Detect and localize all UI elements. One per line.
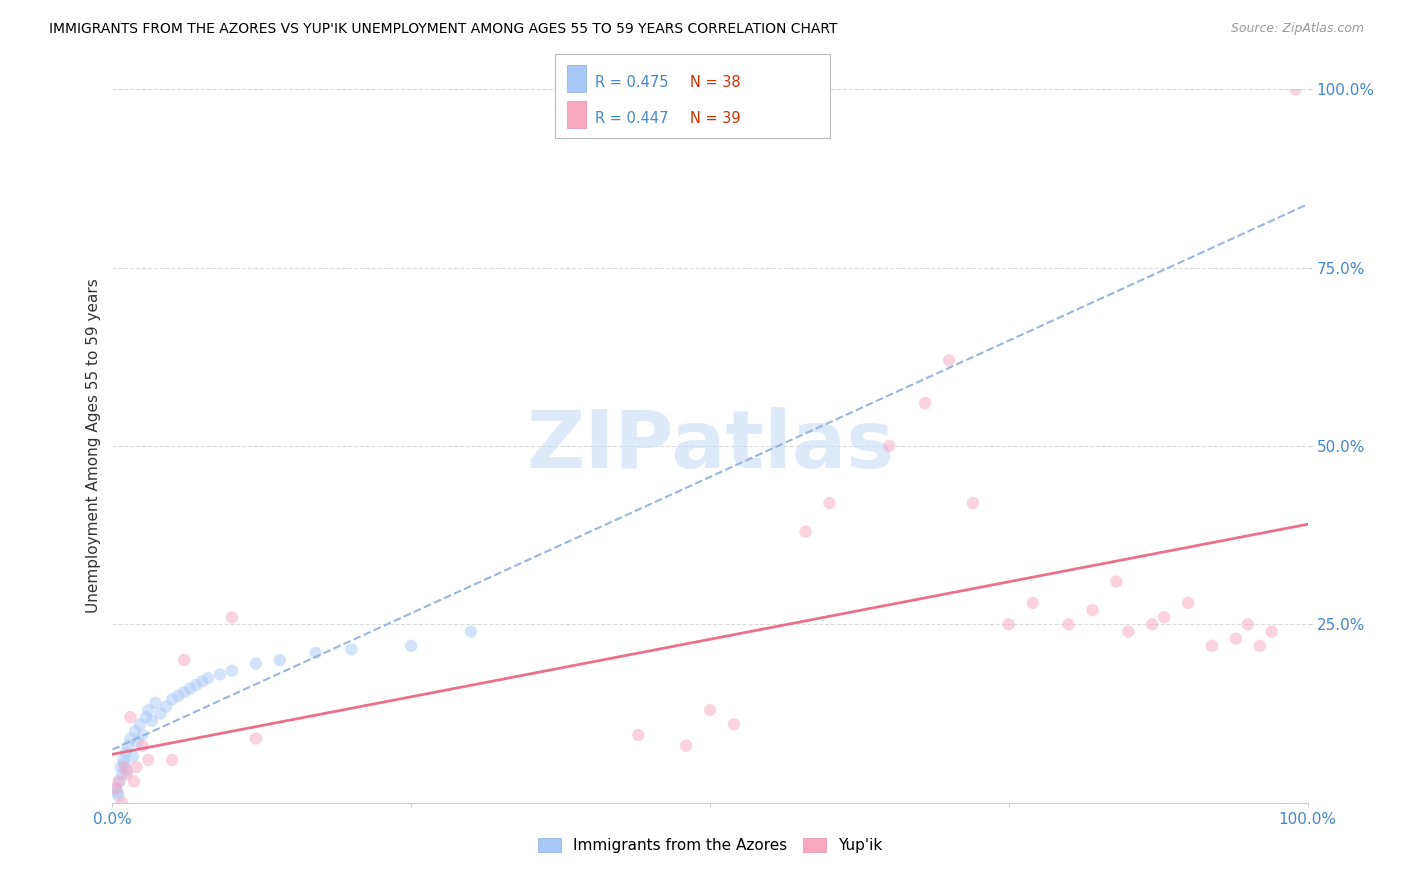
Point xyxy=(145,696,167,710)
Point xyxy=(124,724,146,739)
Point xyxy=(138,753,160,767)
Point xyxy=(209,667,232,681)
Point xyxy=(121,749,143,764)
Point xyxy=(699,703,721,717)
Point xyxy=(1249,639,1271,653)
Point xyxy=(460,624,482,639)
Text: R = 0.475: R = 0.475 xyxy=(595,75,668,90)
Point xyxy=(1285,82,1308,96)
Point xyxy=(105,781,128,796)
Point xyxy=(105,785,128,799)
Point xyxy=(120,710,142,724)
Point xyxy=(1261,624,1284,639)
Point xyxy=(179,681,201,696)
Point xyxy=(107,774,129,789)
Point xyxy=(221,664,243,678)
Point xyxy=(1201,639,1223,653)
Point xyxy=(173,685,195,699)
Point xyxy=(141,714,163,728)
Point xyxy=(627,728,650,742)
Point xyxy=(129,717,152,731)
Point xyxy=(162,753,183,767)
Text: Source: ZipAtlas.com: Source: ZipAtlas.com xyxy=(1230,22,1364,36)
Point xyxy=(107,789,129,803)
Point xyxy=(186,678,208,692)
Point xyxy=(1081,603,1104,617)
Point xyxy=(191,674,214,689)
Point xyxy=(794,524,817,539)
Point xyxy=(1142,617,1164,632)
Point xyxy=(1105,574,1128,589)
Point xyxy=(340,642,363,657)
Point xyxy=(269,653,291,667)
Point xyxy=(111,796,134,810)
Point xyxy=(111,767,134,781)
Point xyxy=(962,496,984,510)
Point xyxy=(114,756,135,771)
Point xyxy=(138,703,160,717)
Text: N = 39: N = 39 xyxy=(690,111,741,126)
Point xyxy=(675,739,697,753)
Point xyxy=(167,689,190,703)
Point xyxy=(173,653,195,667)
Text: IMMIGRANTS FROM THE AZORES VS YUP'IK UNEMPLOYMENT AMONG AGES 55 TO 59 YEARS CORR: IMMIGRANTS FROM THE AZORES VS YUP'IK UNE… xyxy=(49,22,838,37)
Point xyxy=(1022,596,1045,610)
Point xyxy=(114,746,136,760)
Point xyxy=(938,353,960,368)
Point xyxy=(245,657,267,671)
Point xyxy=(105,781,128,796)
Point xyxy=(221,610,243,624)
Point xyxy=(197,671,219,685)
Point xyxy=(1118,624,1140,639)
Point xyxy=(818,496,841,510)
Text: R = 0.447: R = 0.447 xyxy=(595,111,668,126)
Point xyxy=(122,774,145,789)
Text: ZIPatlas: ZIPatlas xyxy=(526,407,894,485)
Point xyxy=(131,728,153,742)
Point xyxy=(305,646,328,660)
Point xyxy=(1177,596,1199,610)
Y-axis label: Unemployment Among Ages 55 to 59 years: Unemployment Among Ages 55 to 59 years xyxy=(86,278,101,614)
Text: N = 38: N = 38 xyxy=(690,75,741,90)
Point xyxy=(155,699,177,714)
Point xyxy=(245,731,267,746)
Point xyxy=(162,692,183,706)
Point xyxy=(879,439,901,453)
Point xyxy=(998,617,1021,632)
Point xyxy=(108,774,131,789)
Point xyxy=(131,739,153,753)
Legend: Immigrants from the Azores, Yup'ik: Immigrants from the Azores, Yup'ik xyxy=(531,832,889,859)
Point xyxy=(723,717,745,731)
Point xyxy=(149,706,172,721)
Point xyxy=(1237,617,1260,632)
Point xyxy=(120,731,142,746)
Point xyxy=(117,739,139,753)
Point xyxy=(1057,617,1080,632)
Point xyxy=(1153,610,1175,624)
Point xyxy=(914,396,936,410)
Point xyxy=(115,764,138,778)
Point xyxy=(110,760,132,774)
Point xyxy=(135,710,157,724)
Point xyxy=(112,753,135,767)
Point xyxy=(125,760,148,774)
Point xyxy=(127,735,149,749)
Point xyxy=(1225,632,1247,646)
Point xyxy=(114,760,135,774)
Point xyxy=(115,767,138,781)
Point xyxy=(401,639,423,653)
